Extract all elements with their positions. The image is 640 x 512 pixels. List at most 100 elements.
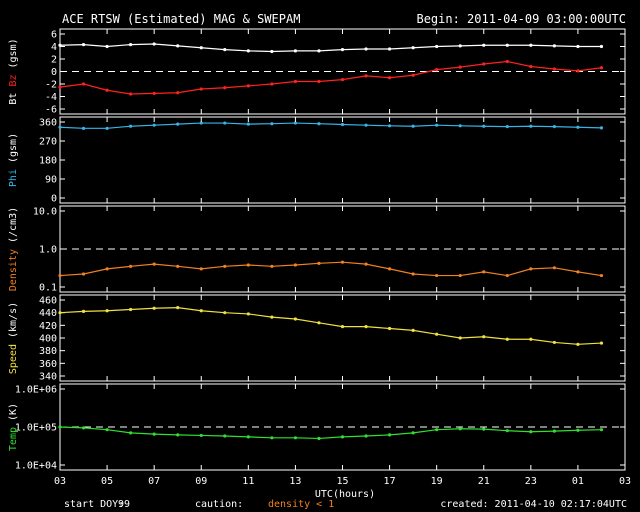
data-point: [458, 336, 462, 340]
data-point: [599, 273, 604, 278]
x-tick-label: 07: [148, 476, 160, 487]
data-point: [364, 123, 368, 127]
data-point: [435, 428, 439, 432]
y-tick-label: 1.0E+06: [15, 385, 57, 396]
y-axis-label: Phi (gsm): [8, 133, 19, 187]
y-tick-label: 6: [51, 30, 57, 41]
x-tick-label: 23: [525, 476, 537, 487]
data-point: [176, 44, 180, 48]
data-point: [364, 74, 368, 78]
data-point: [105, 309, 109, 313]
data-point: [387, 124, 392, 128]
x-tick-label: 03: [54, 476, 66, 487]
series-line: [59, 261, 602, 277]
data-point: [435, 273, 439, 278]
data-point: [270, 49, 274, 54]
data-point: [199, 121, 203, 125]
data-point: [58, 425, 62, 429]
y-tick-label: 0.1: [39, 283, 57, 294]
data-point: [246, 263, 250, 267]
caution-label: caution:: [195, 499, 243, 510]
data-point: [270, 315, 274, 319]
y-axis-label-part: (/cm3): [8, 207, 19, 249]
data-point: [129, 92, 133, 96]
data-point: [105, 44, 109, 49]
data-point: [458, 65, 462, 69]
data-point: [246, 84, 250, 88]
data-point: [199, 87, 203, 91]
data-point: [58, 311, 62, 315]
data-point: [529, 43, 533, 47]
data-point: [505, 337, 509, 341]
x-tick-label: 15: [336, 476, 348, 487]
data-point: [293, 436, 298, 440]
panel-temp: 1.0E+06 1.0E+05 1.0E+04 Temp (K): [8, 383, 626, 472]
data-point: [246, 312, 250, 316]
x-tick-label: 11: [242, 476, 254, 487]
data-point: [482, 335, 486, 339]
series-bt: [58, 42, 604, 54]
series-line: [59, 43, 602, 53]
data-point: [364, 47, 368, 51]
y-tick-label: 1.0: [39, 245, 57, 256]
y-axis-label-part: Density: [8, 249, 19, 291]
data-point: [176, 91, 180, 95]
panel-density: 10.0 1.0 0.1 Density (/cm3): [8, 205, 626, 294]
series-temp: [58, 425, 604, 441]
series-phi: [58, 121, 604, 130]
data-point: [317, 49, 321, 53]
data-point: [364, 262, 368, 266]
series-line: [59, 306, 602, 345]
data-point: [505, 429, 509, 433]
data-point: [576, 44, 580, 49]
y-tick-label: -6: [45, 105, 57, 116]
y-tick-label: -4: [45, 92, 57, 103]
data-point: [58, 273, 62, 278]
data-point: [411, 124, 415, 128]
data-point: [435, 332, 439, 336]
data-point: [576, 342, 580, 346]
x-tick-label: 03: [619, 476, 631, 487]
data-point: [129, 43, 133, 47]
y-tick-label: 400: [39, 334, 57, 345]
data-point: [270, 436, 274, 440]
data-point: [435, 123, 439, 127]
data-point: [458, 124, 462, 128]
y-axis-label: Density (/cm3): [8, 207, 19, 291]
data-point: [105, 126, 109, 130]
data-point: [293, 317, 298, 321]
data-point: [411, 73, 415, 77]
data-point: [152, 432, 156, 436]
data-point: [411, 46, 415, 50]
data-point: [176, 306, 180, 310]
data-point: [529, 64, 533, 69]
y-tick-label: 270: [39, 137, 57, 148]
data-point: [599, 341, 604, 345]
data-point: [317, 79, 321, 84]
data-point: [246, 49, 250, 53]
x-tick-label: 19: [431, 476, 443, 487]
data-point: [81, 426, 86, 430]
data-point: [411, 328, 415, 332]
x-axis: 03 05 07 09 11 13 15 17 19 21 23 01 03: [54, 476, 631, 487]
data-point: [482, 62, 486, 66]
data-point: [81, 43, 86, 47]
data-point: [435, 68, 439, 72]
data-point: [81, 126, 86, 130]
data-point: [293, 49, 298, 53]
data-point: [505, 125, 509, 129]
y-tick-label: 1.0E+04: [15, 461, 57, 472]
series-bz: [58, 59, 604, 96]
data-point: [105, 88, 109, 92]
data-point: [340, 435, 345, 439]
data-point: [482, 124, 486, 128]
y-tick-label: 180: [39, 156, 57, 167]
y-tick-label: 0: [51, 67, 57, 78]
y-tick-label: 440: [39, 308, 57, 319]
series-line: [59, 426, 602, 440]
data-point: [176, 122, 180, 126]
data-point: [340, 48, 345, 52]
data-point: [129, 124, 133, 128]
data-point: [599, 44, 604, 49]
data-point: [340, 260, 345, 264]
